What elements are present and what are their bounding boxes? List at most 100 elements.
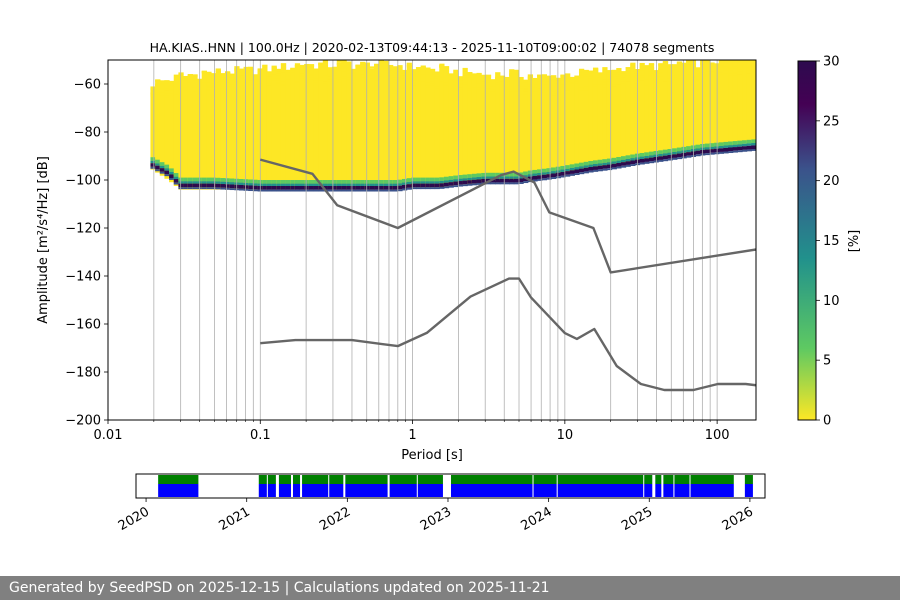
heatmap-cell [318, 63, 324, 190]
heatmap-cell [555, 170, 561, 173]
heatmap-cell [578, 87, 585, 91]
heatmap-cell [360, 61, 366, 190]
heatmap-cell [592, 160, 599, 164]
heatmap-cell [611, 76, 617, 80]
heatmap-cell [294, 180, 301, 184]
heatmap-cell [415, 67, 422, 70]
heatmap-cell [481, 178, 487, 183]
heatmap-cell [252, 183, 259, 186]
heatmap-cell [262, 64, 268, 68]
y-tick-label: −120 [65, 222, 101, 237]
heatmap-cell [527, 76, 534, 178]
heatmap-cell [304, 67, 310, 71]
heatmap-cell [271, 65, 277, 190]
heatmap-cell [714, 72, 720, 75]
heatmap-cell [448, 79, 454, 82]
heatmap-cell [737, 144, 743, 147]
availability-processed-bar [329, 475, 344, 484]
y-tick-label: −100 [65, 174, 101, 189]
heatmap-cell [155, 163, 161, 166]
availability-data-bar [533, 484, 557, 497]
heatmap-cell [341, 189, 347, 192]
heatmap-cell [504, 76, 510, 180]
heatmap-cell [527, 176, 534, 181]
heatmap-cell [578, 68, 585, 170]
heatmap-cell [485, 172, 492, 177]
heatmap-cell [248, 68, 254, 71]
heatmap-cell [388, 64, 394, 190]
heatmap-cell [513, 69, 520, 180]
heatmap-cell [509, 178, 515, 183]
heatmap-cell [276, 183, 282, 186]
heatmap-cell [639, 75, 645, 78]
heatmap-cell [271, 68, 277, 71]
heatmap-cell [439, 79, 445, 82]
heatmap-cell [672, 151, 678, 155]
heatmap-cell [155, 79, 161, 82]
heatmap-cell [397, 65, 403, 68]
heatmap-cell [532, 179, 538, 182]
colorbar-tick-label: 0 [823, 414, 831, 429]
heatmap-cell [364, 180, 370, 184]
heatmap-cell [238, 179, 245, 183]
heatmap-cell [714, 63, 720, 149]
heatmap-cell [299, 68, 305, 71]
availability-processed-bar [451, 475, 533, 484]
heatmap-cell [169, 80, 175, 183]
heatmap-cell [625, 158, 631, 162]
heatmap-cell [723, 56, 728, 58]
heatmap-cell [639, 162, 645, 165]
heatmap-cell [546, 75, 552, 176]
heatmap-cell [155, 165, 161, 170]
heatmap-cell [457, 76, 464, 185]
heatmap-cell [523, 79, 529, 179]
heatmap-cell [276, 80, 282, 83]
heatmap-cell [308, 64, 315, 190]
heatmap-cell [490, 79, 496, 182]
heatmap-cell [495, 80, 501, 83]
heatmap-cell [481, 172, 487, 177]
heatmap-cell [592, 69, 599, 73]
heatmap-cell [346, 63, 352, 190]
heatmap-cell [746, 139, 752, 144]
heatmap-cell [383, 180, 389, 184]
heatmap-cell [429, 83, 436, 86]
heatmap-cell [224, 80, 231, 83]
heatmap-cell [742, 62, 748, 65]
heatmap-cell [266, 74, 273, 77]
heatmap-cell [448, 74, 454, 186]
heatmap-cell [364, 76, 370, 80]
heatmap-cell [224, 181, 231, 185]
heatmap-cell [742, 149, 748, 152]
heatmap-cell [490, 176, 496, 179]
availability-processed-bar [345, 475, 388, 484]
heatmap-cell [290, 186, 296, 190]
heatmap-cell [676, 151, 683, 154]
heatmap-cell [667, 158, 673, 161]
heatmap-cell [276, 71, 282, 190]
availability-data-bar [690, 484, 734, 497]
heatmap-cell [532, 91, 538, 94]
heatmap-cell [336, 62, 343, 66]
heatmap-cell [355, 68, 361, 71]
heatmap-cell [509, 172, 515, 177]
heatmap-cell [509, 73, 515, 76]
heatmap-cell [206, 71, 212, 190]
heatmap-cell [425, 177, 431, 182]
heatmap-cell [569, 173, 575, 176]
heatmap-cell [285, 186, 291, 190]
heatmap-cell [374, 189, 380, 192]
heatmap-cell [513, 178, 520, 183]
heatmap-cell [420, 177, 426, 182]
heatmap-cell [304, 78, 310, 81]
heatmap-cell [192, 87, 198, 91]
heatmap-cell [537, 175, 543, 179]
heatmap-cell [546, 177, 552, 180]
heatmap-cell [322, 60, 329, 190]
heatmap-cell [201, 72, 207, 190]
heatmap-cell [332, 180, 338, 184]
heatmap-cell [523, 91, 529, 95]
heatmap-cell [746, 61, 752, 65]
heatmap-cell [630, 154, 636, 159]
heatmap-cell [378, 74, 384, 77]
